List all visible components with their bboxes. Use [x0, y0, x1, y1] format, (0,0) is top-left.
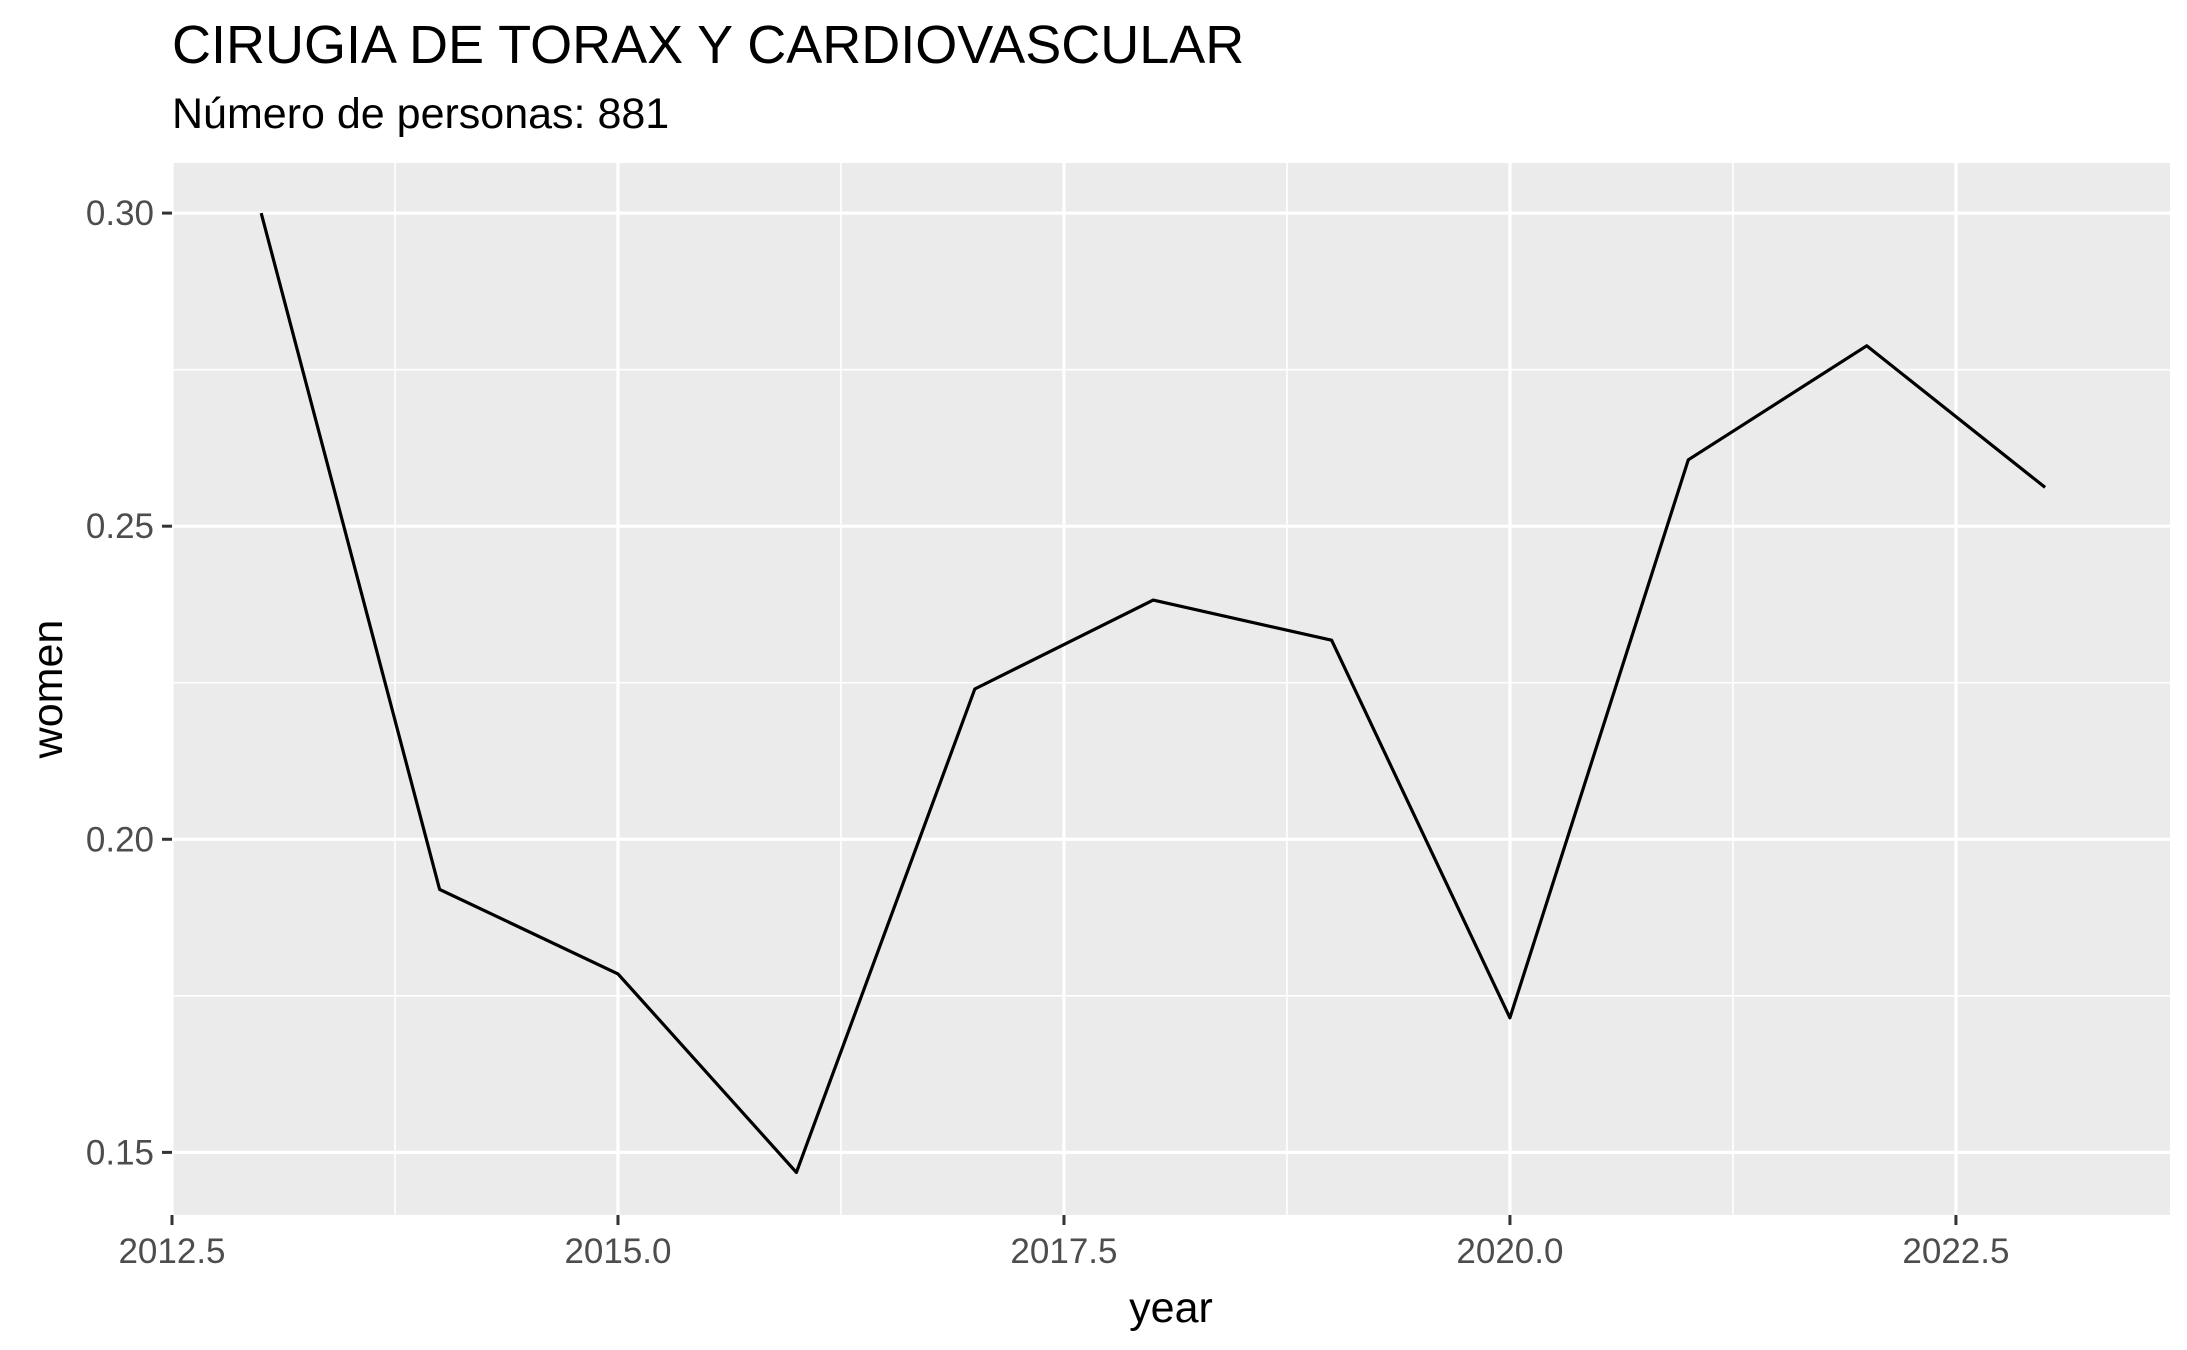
x-axis-tick-labels: 2012.5 2015.0 2017.5 2020.0 2022.5 [118, 1232, 2009, 1271]
y-tick-label: 0.25 [86, 507, 154, 546]
y-axis-title: women [24, 620, 72, 760]
x-tick-label: 2012.5 [118, 1232, 225, 1271]
minor-gridlines [172, 163, 2170, 1215]
y-tick-label: 0.15 [86, 1133, 154, 1172]
x-tick-label: 2020.0 [1456, 1232, 1563, 1271]
plot-panel [172, 163, 2170, 1215]
chart-subtitle: Número de personas: 881 [172, 90, 670, 138]
major-gridlines [170, 163, 2170, 1215]
y-axis-tick-labels: 0.15 0.20 0.25 0.30 [86, 194, 154, 1172]
axis-ticks [162, 211, 1958, 1225]
x-tick-label: 2022.5 [1902, 1232, 2009, 1271]
x-axis-title: year [1129, 1284, 1213, 1332]
y-tick-label: 0.30 [86, 194, 154, 233]
x-tick-label: 2015.0 [564, 1232, 671, 1271]
y-tick-label: 0.20 [86, 820, 154, 859]
series-line [259, 212, 2047, 1174]
x-tick-label: 2017.5 [1010, 1232, 1117, 1271]
chart-title: CIRUGIA DE TORAX Y CARDIOVASCULAR [172, 15, 1245, 75]
